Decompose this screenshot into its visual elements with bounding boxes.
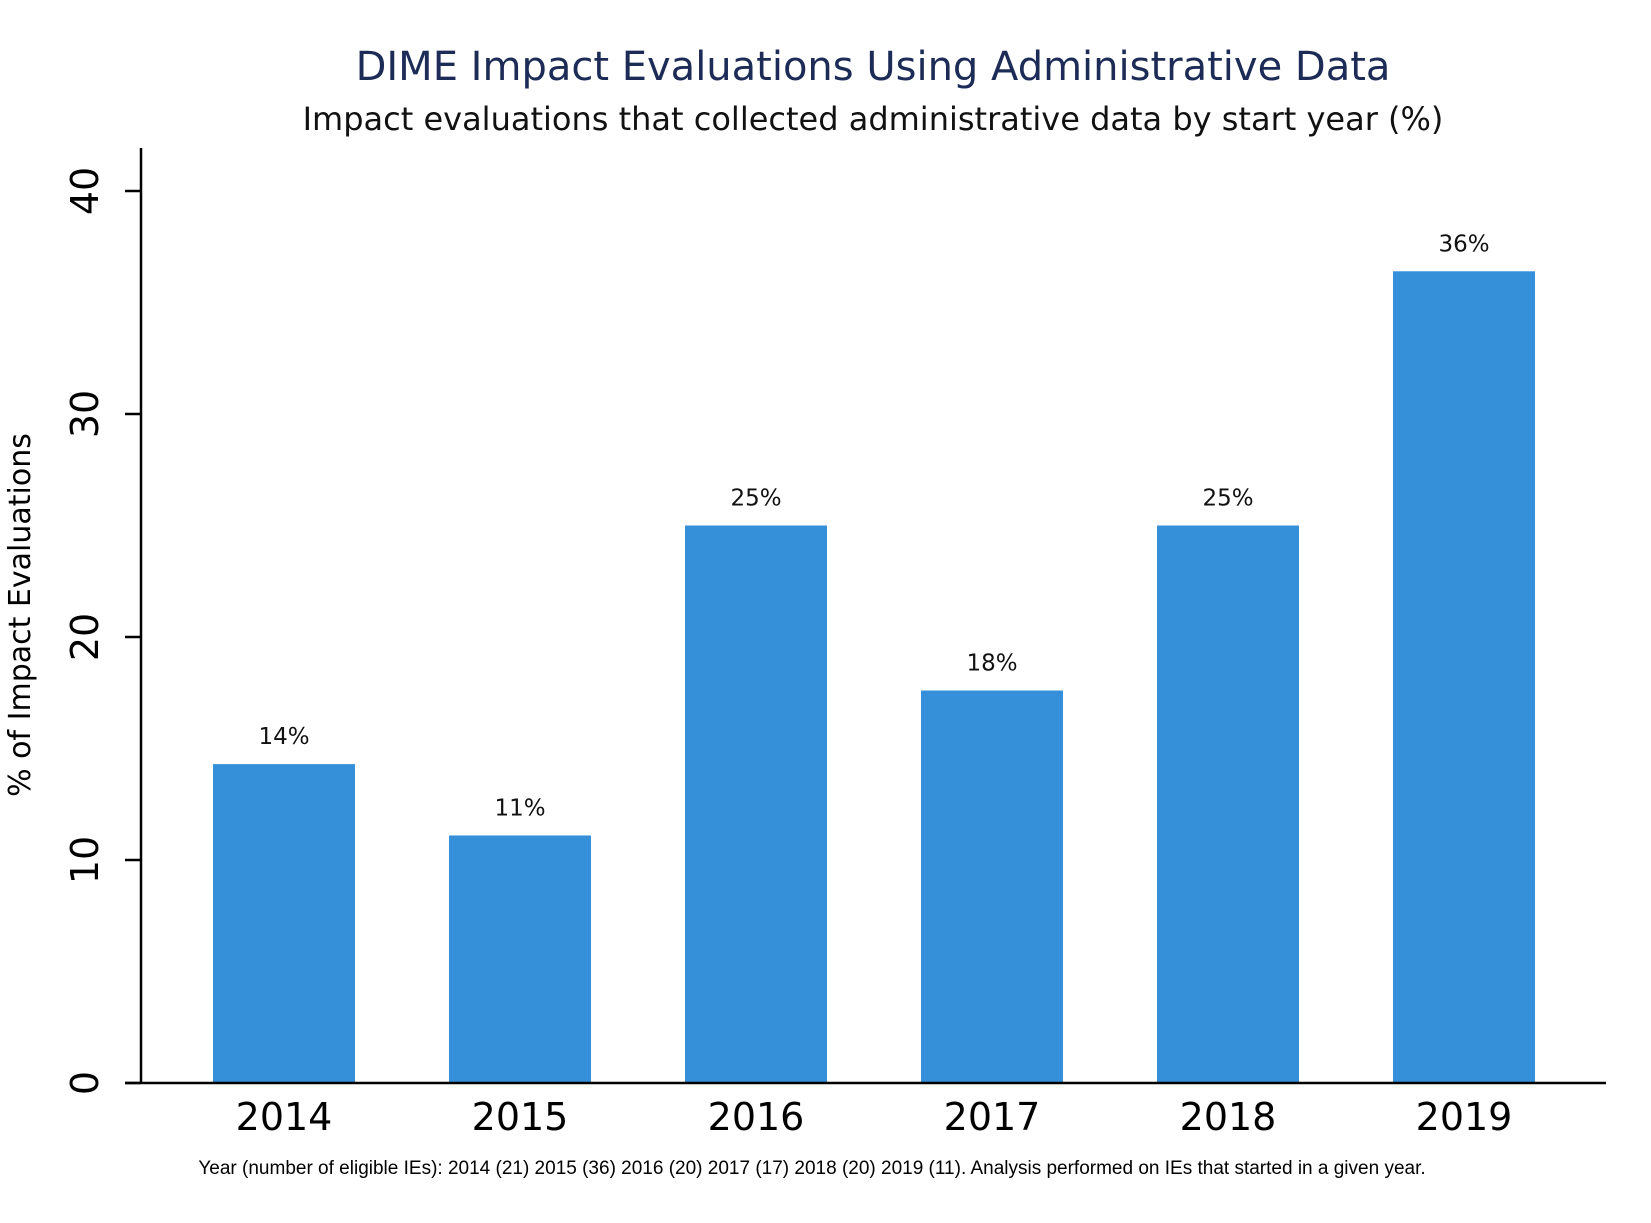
x-tick-label-2016: 2016 — [708, 1095, 805, 1139]
chart-subtitle: Impact evaluations that collected admini… — [303, 100, 1444, 138]
y-tick-label-20: 20 — [63, 613, 107, 661]
bar-2015 — [449, 835, 591, 1083]
bar-2016 — [685, 525, 827, 1083]
bar-2019 — [1393, 271, 1535, 1083]
y-axis-label: % of Impact Evaluations — [3, 433, 38, 797]
y-tick-label-30: 30 — [63, 390, 107, 438]
y-tick-label-40: 40 — [63, 167, 107, 215]
bar-2018 — [1157, 525, 1299, 1083]
data-label-2019: 36% — [1438, 231, 1489, 257]
x-tick-label-2015: 2015 — [472, 1095, 569, 1139]
y-ticks-group: 0 10 20 30 40 — [63, 167, 141, 1095]
x-tick-label-2019: 2019 — [1416, 1095, 1513, 1139]
data-label-2014: 14% — [258, 724, 309, 750]
data-label-2016: 25% — [730, 486, 781, 512]
bar-2017 — [921, 690, 1063, 1083]
data-label-2015: 11% — [494, 795, 545, 821]
y-tick-label-10: 10 — [63, 836, 107, 884]
footnote: Year (number of eligible IEs): 2014 (21)… — [198, 1158, 1425, 1179]
bar-2014 — [213, 764, 355, 1083]
x-tick-labels-group: 2014 2015 2016 2017 2018 2019 — [236, 1095, 1513, 1139]
data-label-2018: 25% — [1202, 486, 1253, 512]
data-label-2017: 18% — [966, 651, 1017, 677]
bars-group: 14% 11% 25% 18% 25% 36% — [213, 231, 1535, 1083]
chart-title: DIME Impact Evaluations Using Administra… — [356, 44, 1391, 90]
x-tick-label-2014: 2014 — [236, 1095, 333, 1139]
y-tick-label-0: 0 — [63, 1071, 107, 1095]
x-tick-label-2017: 2017 — [944, 1095, 1041, 1139]
x-tick-label-2018: 2018 — [1180, 1095, 1277, 1139]
